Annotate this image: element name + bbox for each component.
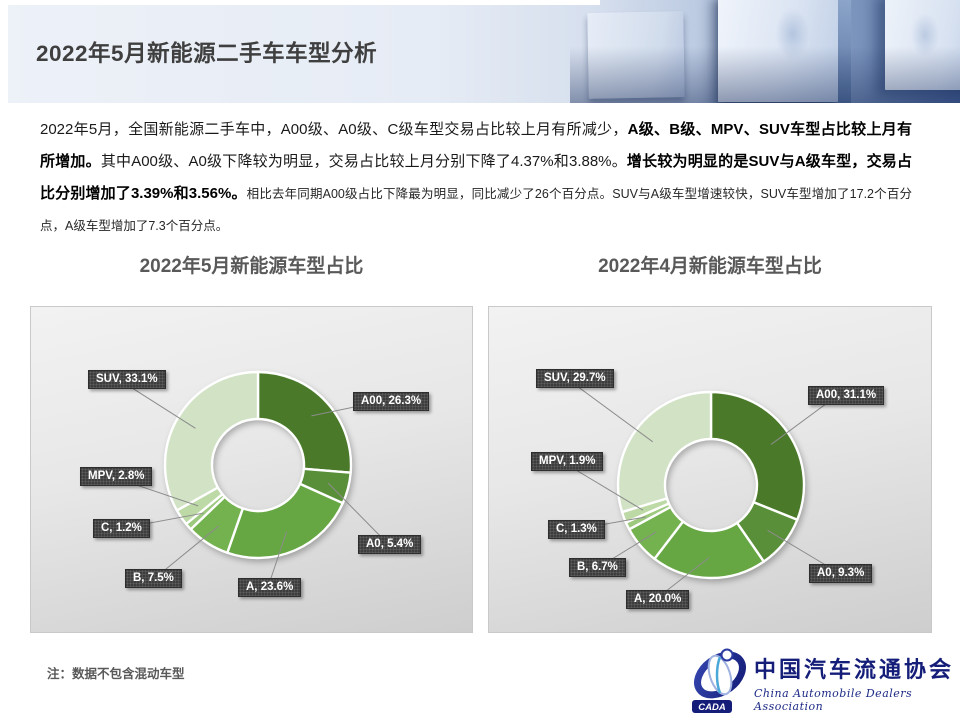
summary-segment: 相比去年同期A00级占比下降最为明显，同比减少了26个百分点。SUV与A级车型增… (40, 187, 912, 233)
label-leader-line (327, 482, 389, 545)
summary-segment: 2022年5月，全国新能源二手车中，A00级、A0级、C级车型交易占比较上月有所… (40, 121, 628, 138)
slice-label-a0: A0, 5.4% (358, 535, 422, 554)
slice-label-c: C, 1.2% (93, 519, 150, 538)
summary-segment: 增长较为明显的是SUV与A级车型，交易占比分别增加了3.39%和3.56%。 (40, 153, 912, 202)
label-leader-line (565, 377, 654, 443)
cube-icon (718, 0, 838, 102)
donut-slice-a (226, 482, 345, 560)
slice-label-b: B, 7.5% (125, 569, 182, 588)
decorative-cubes-image (570, 0, 960, 103)
slice-label-mpv: MPV, 1.9% (531, 452, 604, 471)
chart-title-april: 2022年4月新能源车型占比 (598, 256, 822, 277)
slice-label-mpv: MPV, 2.8% (80, 467, 153, 486)
summary-paragraph: 2022年5月，全国新能源二手车中，A00级、A0级、C级车型交易占比较上月有所… (40, 114, 912, 242)
slice-label-a: A, 23.6% (238, 578, 302, 597)
page-title: 2022年5月新能源二手车车型分析 (36, 41, 378, 66)
slice-label-b: B, 6.7% (569, 558, 626, 577)
donut-slice-suv (163, 370, 260, 512)
donut-chart-april: A00, 31.1% A0, 9.3% A, 20.0% B, 6.7% C, 1.3%… (488, 306, 932, 633)
slice-label-c: C, 1.3% (548, 520, 605, 539)
summary-segment: 其中A00级、A0级下降较为明显，交易占比较上月分别下降了4.37%和3.88%… (100, 153, 627, 170)
header-edge (0, 0, 8, 103)
summary-segment: A级、B级、MPV、SUV车型占比较上月有所增加。 (40, 121, 912, 170)
footnote: 注：数据不包含混动车型 (47, 667, 185, 681)
slice-label-a0: A0, 9.3% (809, 564, 873, 583)
cube-icon (885, 0, 960, 90)
donut-slice-a00 (256, 370, 353, 474)
logo-name-en: China Automobile Dealers Association (754, 687, 913, 713)
slice-label-a00: A00, 31.1% (808, 386, 885, 405)
cada-acronym: CADA (698, 702, 726, 713)
slice-label-suv: SUV, 33.1% (88, 370, 166, 389)
donut-slice-suv (616, 390, 713, 514)
donut-slice-a00 (709, 390, 806, 521)
chart-title-may: 2022年5月新能源车型占比 (139, 256, 364, 277)
donut-chart-may: A00, 26.3% A0, 5.4% A, 23.6% B, 7.5% C, 1.2%… (30, 306, 473, 633)
header-edge (0, 0, 600, 5)
slice-label-suv: SUV, 29.7% (536, 369, 614, 388)
cada-logo: CADA 中国汽车流通协会 China Automobile Dealers A… (690, 647, 960, 715)
logo-name-zh: 中国汽车流通协会 (754, 657, 955, 683)
donut-svg (109, 370, 389, 588)
donut-svg (560, 377, 840, 600)
label-leader-line (267, 531, 288, 588)
slice-label-a: A, 20.0% (626, 590, 690, 609)
header-floor-shadow (570, 0, 960, 103)
cada-logo-icon: CADA (692, 648, 746, 713)
header-banner: 2022年5月新能源二手车车型分析 (0, 0, 960, 103)
slice-label-a00: A00, 26.3% (353, 392, 430, 411)
